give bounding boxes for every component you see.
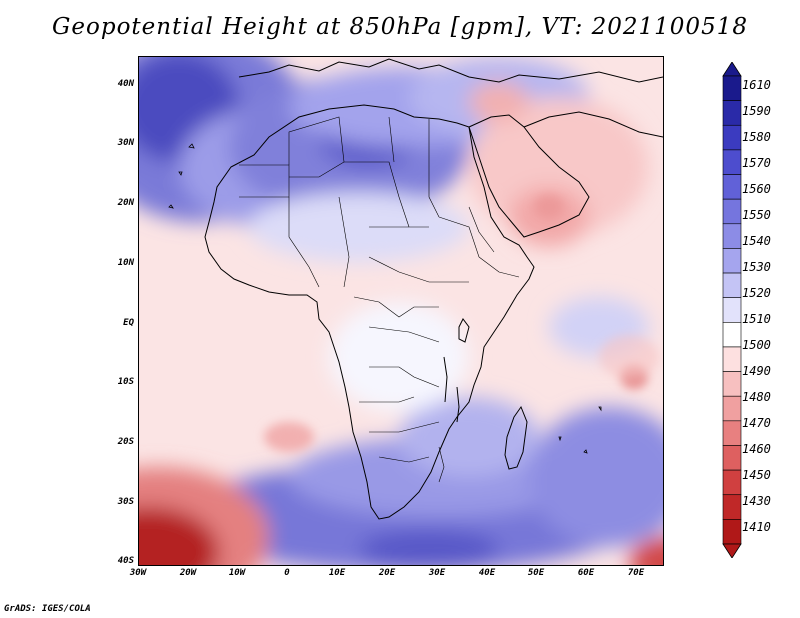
map-panel — [138, 56, 664, 566]
coastlines — [204, 58, 663, 520]
colorbar-label: 1500 — [742, 338, 771, 352]
colorbar-segment — [722, 198, 742, 225]
colorbar-label: 1530 — [742, 260, 771, 274]
lon-tick-label: 50E — [527, 568, 545, 578]
colorbar-segment — [722, 149, 742, 175]
lat-tick-label: 20S — [117, 437, 134, 447]
colorbar-segment — [722, 174, 742, 200]
colorbar-segment — [722, 519, 742, 545]
europe-coast — [238, 58, 663, 83]
iran-coast — [523, 111, 663, 138]
colorbar-label: 1540 — [742, 234, 771, 248]
colorbar-top-arrow — [722, 62, 742, 77]
lon-tick-label: 70E — [627, 568, 645, 578]
geopotential-map — [139, 57, 663, 565]
colorbar-label: 1520 — [742, 286, 771, 300]
colorbar-label: 1470 — [742, 416, 771, 430]
colorbar-segment — [722, 297, 742, 323]
colorbar-label: 1450 — [742, 468, 771, 482]
lon-tick-label: 30E — [428, 568, 446, 578]
lat-tick-label: 40S — [117, 556, 134, 566]
lake-malawi — [456, 386, 460, 423]
lon-tick-label: 30W — [129, 568, 147, 578]
islands — [168, 143, 602, 454]
colorbar-segment — [722, 469, 742, 496]
colorbar-label: 1570 — [742, 156, 771, 170]
colorbar-segment — [722, 248, 742, 274]
colorbar — [722, 62, 742, 558]
lon-tick-label: 0 — [284, 568, 290, 578]
lon-tick-label: 60E — [577, 568, 595, 578]
africa-coast — [204, 104, 535, 520]
lat-tick-label: EQ — [123, 318, 134, 328]
colorbar-label: 1580 — [742, 130, 771, 144]
footer-credit: GrADS: IGES/COLA — [4, 604, 91, 614]
colorbar-label: 1410 — [742, 520, 771, 534]
lake-tanganyika — [443, 356, 448, 403]
lat-tick-label: 40N — [117, 79, 134, 89]
colorbar-label: 1550 — [742, 208, 771, 222]
colorbar-bottom-arrow — [722, 543, 742, 558]
height-field-detail — [264, 195, 659, 452]
madagascar-coast — [504, 405, 528, 470]
colorbar-segment — [722, 395, 742, 422]
colorbar-segment — [722, 322, 742, 348]
colorbar-label: 1430 — [742, 494, 771, 508]
colorbar-segment — [722, 272, 742, 298]
colorbar-segment — [722, 420, 742, 446]
colorbar-label: 1610 — [742, 78, 771, 92]
colorbar-label: 1510 — [742, 312, 771, 326]
lon-tick-label: 20W — [179, 568, 197, 578]
colorbar-label: 1460 — [742, 442, 771, 456]
colorbar-segment — [722, 445, 742, 471]
borders — [239, 116, 520, 483]
colorbar-label: 1590 — [742, 104, 771, 118]
lat-tick-label: 10N — [117, 258, 134, 268]
lat-tick-label: 10S — [117, 377, 134, 387]
lake-victoria — [458, 318, 470, 343]
lon-tick-label: 20E — [378, 568, 396, 578]
lat-tick-label: 30N — [117, 138, 134, 148]
lat-tick-label: 30S — [117, 497, 134, 507]
colorbar-segment — [722, 124, 742, 151]
colorbar-segment — [722, 494, 742, 520]
colorbar-segment — [722, 223, 742, 249]
lat-tick-label: 20N — [117, 198, 134, 208]
colorbar-segment — [722, 75, 742, 101]
colorbar-segment — [722, 346, 742, 372]
colorbar-label: 1560 — [742, 182, 771, 196]
colorbar-label: 1480 — [742, 390, 771, 404]
colorbar-segment — [722, 371, 742, 397]
lon-tick-label: 40E — [478, 568, 496, 578]
map-title: Geopotential Height at 850hPa [gpm], VT:… — [52, 14, 748, 40]
arabia-coast — [468, 114, 590, 238]
lon-tick-label: 10E — [328, 568, 346, 578]
colorbar-segment — [722, 100, 742, 126]
lon-tick-label: 10W — [228, 568, 246, 578]
colorbar-label: 1490 — [742, 364, 771, 378]
